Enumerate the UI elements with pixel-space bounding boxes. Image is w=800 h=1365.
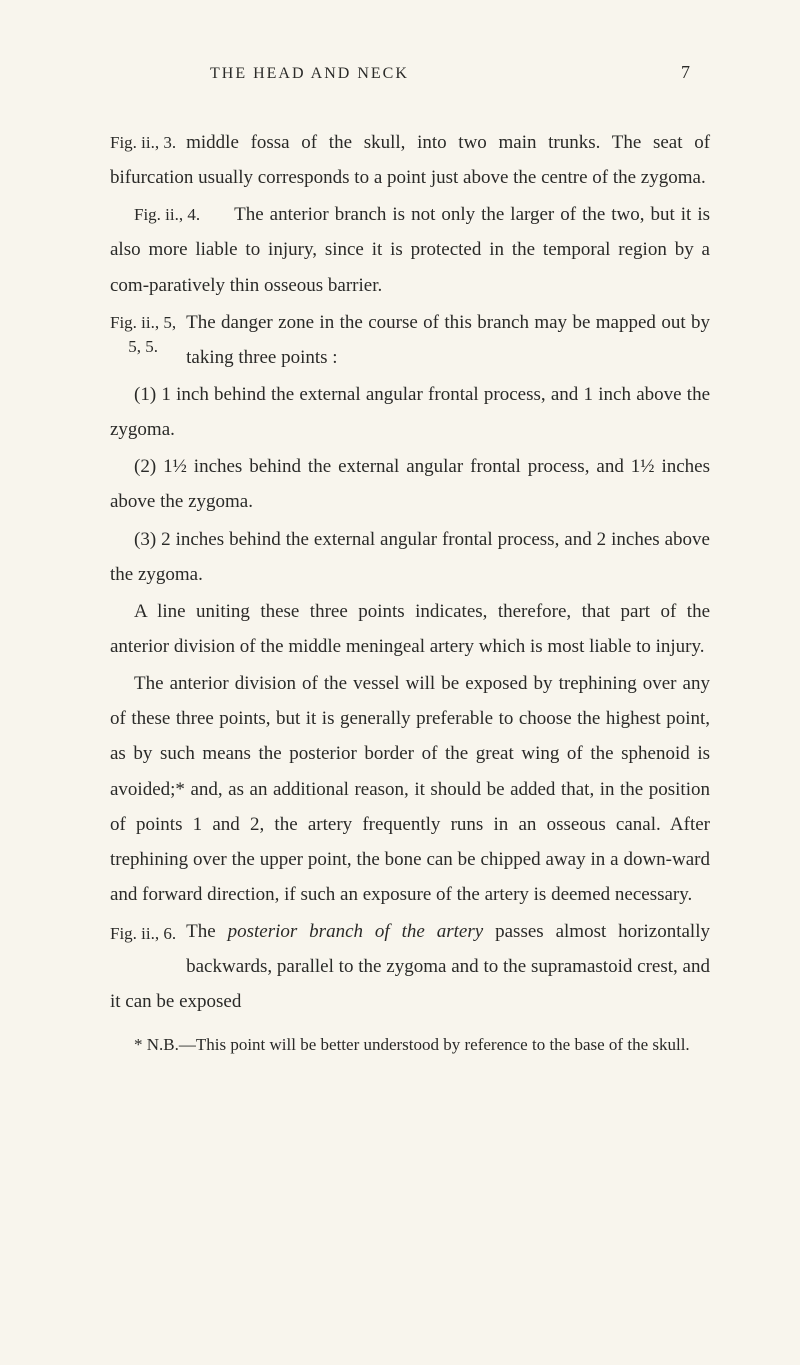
paragraph-5: (2) 1½ inches behind the external angula… [110,449,710,519]
para9-text1: The [186,921,227,942]
fig-ref-3-line1: Fig. ii., 5, [110,313,176,332]
paragraph-8: The anterior division of the vessel will… [110,666,710,912]
paragraph-4: (1) 1 inch behind the external angular f… [110,377,710,447]
page-header: THE HEAD AND NECK 7 [110,62,710,83]
para1-text: middle fossa of the skull, into two main… [186,132,682,153]
paragraph-2: The anterior branch is not only the larg… [110,197,710,302]
figure-ref-3: Fig. ii., 5, 5, 5. [110,311,176,359]
header-title: THE HEAD AND NECK [210,65,409,83]
paragraph-6: (3) 2 inches behind the external angular… [110,522,710,592]
page-number: 7 [681,62,690,83]
paragraph-9: Fig. ii., 6. The posterior branch of the… [110,914,710,1019]
paragraph-1: middle fossa of the skull, into two main… [110,125,710,195]
para2-text: The anterior branch is not only the larg… [234,204,644,225]
figure-ref-1: Fig. ii., 3. [110,127,176,158]
fig-ref-3-line2: 5, 5. [128,337,158,356]
paragraph-3: Fig. ii., 5, 5, 5. The danger zone in th… [110,305,710,375]
footnote: * N.B.—This point will be better underst… [110,1032,710,1058]
figure-ref-2: Fig. ii., 4. [110,199,200,230]
para3-text: The danger zone in the course of this br… [186,312,710,368]
paragraph-7: A line uniting these three points indica… [110,594,710,664]
figure-ref-4: Fig. ii., 6. [110,918,176,949]
para9-italic: posterior branch of the artery [228,921,484,942]
page-content: middle fossa of the skull, into two main… [110,125,710,1057]
